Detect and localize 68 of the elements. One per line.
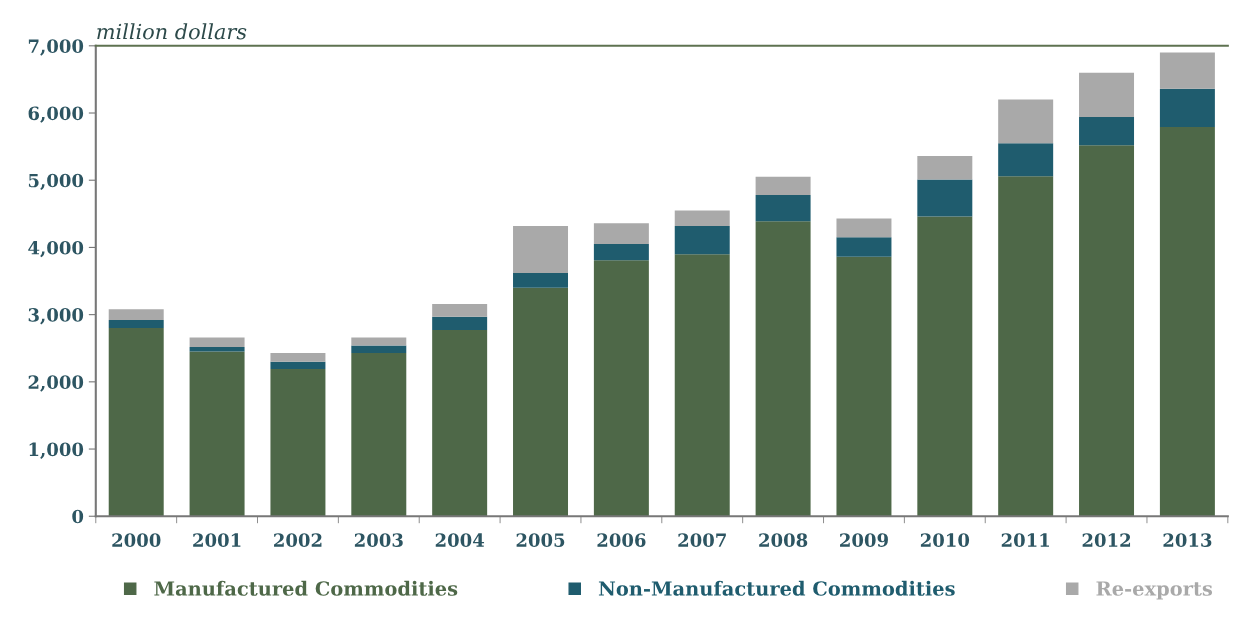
bar bbox=[1079, 145, 1135, 517]
x-tick-label: 2012 bbox=[1082, 533, 1131, 547]
bar bbox=[755, 195, 811, 222]
bar bbox=[513, 225, 569, 273]
y-tick-label: 3,000 bbox=[28, 308, 84, 325]
bar bbox=[432, 330, 488, 517]
bar bbox=[836, 218, 892, 238]
bar bbox=[351, 352, 407, 517]
bar bbox=[1159, 127, 1215, 517]
y-tick-label: 0 bbox=[72, 509, 84, 524]
legend-label: Re-exports bbox=[1096, 581, 1213, 600]
bar bbox=[1159, 52, 1215, 89]
x-tick-label: 2009 bbox=[840, 533, 888, 547]
x-tick-label: 2006 bbox=[597, 533, 646, 547]
bar bbox=[593, 244, 649, 261]
bar bbox=[674, 210, 730, 226]
bar bbox=[189, 351, 245, 517]
bar bbox=[998, 99, 1054, 144]
legend-label: Manufactured Commodities bbox=[154, 580, 458, 596]
bar bbox=[674, 225, 730, 255]
bar bbox=[108, 320, 164, 329]
legend-label: Non-Manufactured Commodities bbox=[598, 580, 955, 596]
bar bbox=[674, 254, 730, 517]
x-tick-label: 2002 bbox=[274, 533, 322, 547]
bar bbox=[1079, 117, 1135, 146]
x-tick-label: 2007 bbox=[678, 533, 726, 547]
x-tick-label: 2001 bbox=[193, 533, 241, 547]
x-tick-label: 2010 bbox=[920, 533, 970, 547]
x-tick-label: 2005 bbox=[516, 533, 565, 547]
y-tick-label: 6,000 bbox=[28, 106, 84, 123]
bar bbox=[108, 309, 164, 321]
y-axis-title: million dollars bbox=[97, 23, 247, 40]
bar bbox=[836, 256, 892, 517]
x-tick-label: 2011 bbox=[1001, 533, 1050, 547]
bar bbox=[351, 337, 407, 346]
x-tick-label: 2004 bbox=[435, 533, 485, 547]
x-tick-label: 2008 bbox=[759, 533, 808, 547]
bar bbox=[432, 316, 488, 331]
y-tick-label: 7,000 bbox=[28, 39, 84, 56]
bar bbox=[917, 156, 973, 180]
bar bbox=[755, 176, 811, 195]
bar bbox=[917, 216, 973, 517]
bar bbox=[917, 179, 973, 217]
bar bbox=[189, 337, 245, 347]
bar bbox=[998, 176, 1054, 517]
bar bbox=[108, 328, 164, 517]
x-tick-label: 2000 bbox=[112, 533, 161, 547]
bar bbox=[755, 221, 811, 517]
bar bbox=[593, 223, 649, 245]
bar bbox=[270, 361, 326, 370]
bar bbox=[270, 352, 326, 362]
x-tick-label: 2013 bbox=[1163, 533, 1212, 547]
bar bbox=[351, 345, 407, 353]
y-tick-label: 2,000 bbox=[28, 375, 84, 392]
bar bbox=[432, 303, 488, 317]
bar bbox=[513, 272, 569, 288]
y-tick-label: 4,000 bbox=[28, 240, 84, 258]
y-tick-label: 1,000 bbox=[29, 442, 84, 459]
x-tick-label: 2003 bbox=[354, 533, 403, 547]
bar bbox=[189, 346, 245, 352]
bar bbox=[513, 287, 569, 517]
bar bbox=[998, 143, 1054, 177]
bar bbox=[1079, 72, 1135, 118]
bar bbox=[836, 237, 892, 257]
bar bbox=[593, 260, 649, 517]
bar bbox=[1159, 88, 1215, 128]
y-tick-label: 5,000 bbox=[28, 173, 84, 191]
bar bbox=[270, 369, 326, 517]
